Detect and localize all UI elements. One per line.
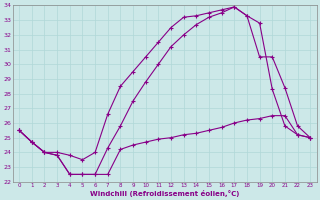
X-axis label: Windchill (Refroidissement éolien,°C): Windchill (Refroidissement éolien,°C) — [90, 190, 239, 197]
